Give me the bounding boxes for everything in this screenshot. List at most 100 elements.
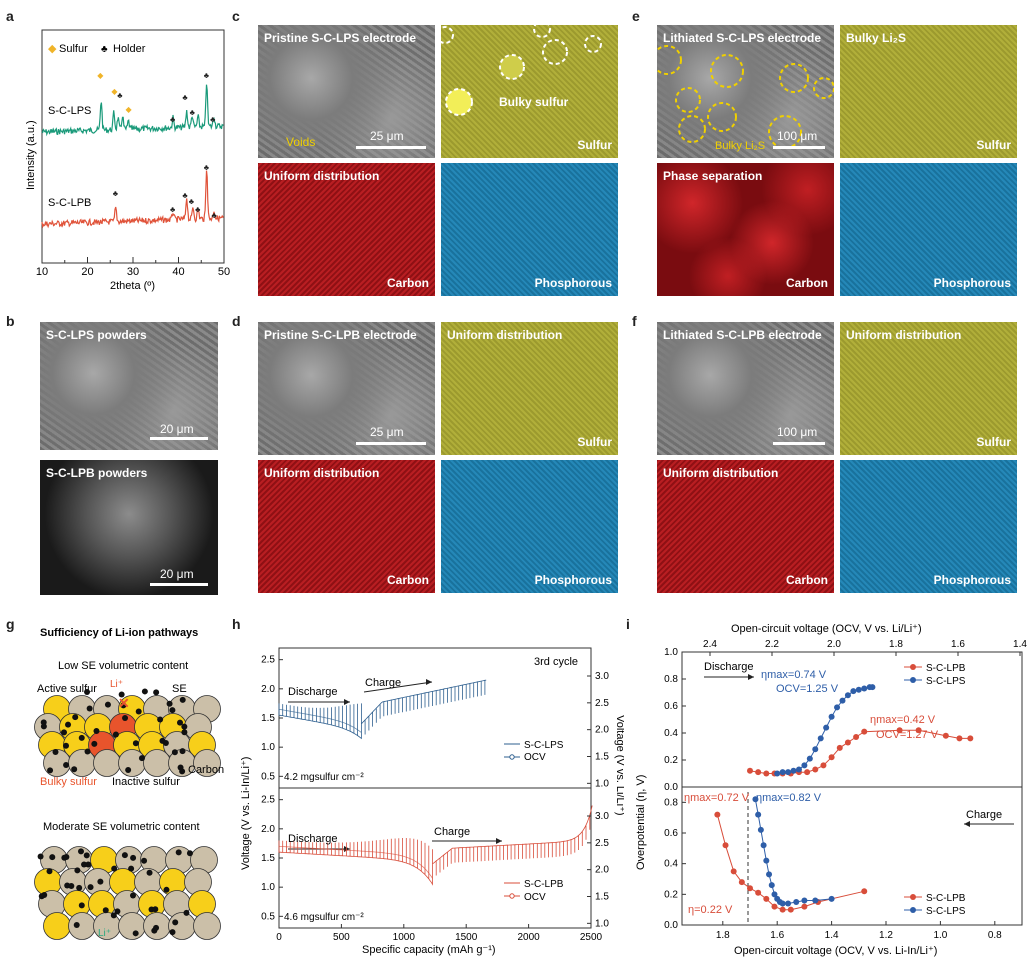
legend-sulfur: Sulfur xyxy=(59,43,88,55)
ann-lps-top1: ηmax=0.74 V xyxy=(761,669,827,681)
lps-charge-point xyxy=(757,826,764,833)
lps-charge-point xyxy=(771,891,778,898)
h-ytick-right-label: 2.5 xyxy=(595,698,609,709)
lps-charge-point xyxy=(793,899,800,905)
uniform-label: Uniform distribution xyxy=(264,169,380,183)
scale-text: 100 μm xyxy=(777,129,818,143)
lpb-discharge-point xyxy=(853,734,860,741)
eds-carbon-lps: Uniform distribution Carbon xyxy=(258,163,435,296)
carbon-dot xyxy=(129,892,136,899)
xrd-xtick: 20 xyxy=(81,266,93,278)
lps-discharge-point xyxy=(861,685,868,692)
h-ytick-right-label: 2.0 xyxy=(595,725,609,736)
map-label-sulfur: Sulfur xyxy=(577,138,612,152)
legend-marker-ocv xyxy=(509,893,515,899)
map-label-phosphorous: Phosphorous xyxy=(534,573,612,587)
carbon-dot xyxy=(153,924,160,931)
eds-sulfur-lithiated-lps: Bulky Li₂S Sulfur xyxy=(840,25,1017,158)
carbon-dot xyxy=(63,853,70,860)
top-loading-label: 4.2 mgsulfur cm⁻² xyxy=(284,772,364,783)
lpb-charge-point xyxy=(763,895,770,902)
sem-lithiated-lps: Lithiated S-C-LPS electrode Bulky Li₂S 1… xyxy=(657,25,834,158)
i-bottom-axis-label: Open-circuit voltage (OCV, V vs. Li-In/L… xyxy=(734,945,937,957)
h-ytick-label: 2.5 xyxy=(261,655,275,666)
h-ytick-right-label: 1.0 xyxy=(595,918,609,929)
lps-discharge-point xyxy=(844,692,851,699)
carbon-dot xyxy=(166,700,173,707)
carbon-dot xyxy=(77,848,84,855)
top-charge-label: Charge xyxy=(365,677,401,689)
lps-discharge-line xyxy=(777,686,873,774)
scale-text: 20 μm xyxy=(160,422,194,436)
sulfur-peak-marker: ◆ xyxy=(111,87,118,96)
map-label-sulfur: Sulfur xyxy=(577,435,612,449)
legend-holder: Holder xyxy=(113,43,146,55)
holder-peak-marker: ♣ xyxy=(204,71,210,80)
ocv-curve xyxy=(278,708,362,733)
carbon-dot xyxy=(111,865,118,872)
carbon-dot xyxy=(146,869,153,876)
h-xtick-label: 500 xyxy=(333,932,350,943)
eds-sulfur-lithiated-lpb: Uniform distribution Sulfur xyxy=(840,322,1017,455)
legend-lps-top: S-C-LPS xyxy=(926,676,966,687)
lpb-discharge-point xyxy=(747,767,753,774)
map-label-sulfur: Sulfur xyxy=(976,138,1011,152)
i-top-tick-label: 2.2 xyxy=(765,639,779,650)
h-ytick-right-label: 2.0 xyxy=(595,865,609,876)
holder-peak-marker: ♣ xyxy=(170,205,176,214)
carbon-dot xyxy=(63,761,70,768)
particle xyxy=(68,912,96,940)
carbon-dot xyxy=(40,723,47,730)
holder-peak-marker: ♣ xyxy=(204,163,210,172)
carbon-dot xyxy=(128,865,135,872)
lps-discharge-point xyxy=(801,762,808,769)
carbon-dot xyxy=(130,854,137,861)
cycle-label: 3rd cycle xyxy=(534,656,578,668)
lpb-charge-point xyxy=(714,811,721,818)
carbon-dot xyxy=(74,867,81,874)
bulky-li2s-label: Bulky Li₂S xyxy=(846,31,907,45)
ann-lpb-bot: ηmax=0.72 V xyxy=(684,792,750,804)
carbon-dot xyxy=(71,766,78,773)
i-top-tick-label: 1.8 xyxy=(889,639,903,650)
particle xyxy=(43,912,71,940)
panel-label-b: b xyxy=(6,313,15,329)
i-top-tick-label: 2.0 xyxy=(827,639,841,650)
arrowhead xyxy=(426,679,432,685)
voltage-curve-lps xyxy=(278,679,487,740)
panel-label-c: c xyxy=(232,8,240,24)
eds-carbon-lithiated-lpb: Uniform distribution Carbon xyxy=(657,460,834,593)
i-xtick-label: 1.4 xyxy=(825,930,839,941)
i-top-tick-label: 2.4 xyxy=(703,639,717,650)
panel-label-i: i xyxy=(626,616,630,632)
lpb-discharge-point xyxy=(755,769,762,776)
map-label-phosphorous: Phosphorous xyxy=(534,276,612,290)
moderate-se-heading: Moderate SE volumetric content xyxy=(43,821,200,833)
lpb-charge-point xyxy=(771,903,778,910)
h-xtick-label: 2500 xyxy=(580,932,603,943)
map-label-carbon: Carbon xyxy=(786,276,828,290)
carbon-dot xyxy=(114,908,121,915)
sem-label: S-C-LPB powders xyxy=(46,466,148,480)
particle xyxy=(193,749,221,777)
carbon-dot xyxy=(118,691,125,698)
lpb-discharge-point xyxy=(967,735,974,742)
h-xtick-label: 0 xyxy=(276,932,282,943)
bulky-sulfur-label: Bulky sulfur xyxy=(499,95,569,109)
lps-discharge-point xyxy=(795,766,802,773)
carbon-dot xyxy=(104,701,111,708)
scale-text: 100 μm xyxy=(777,425,818,439)
carbon-dot xyxy=(110,912,117,919)
lps-discharge-point xyxy=(779,769,786,776)
carbon-dot xyxy=(141,857,148,864)
legend-marker xyxy=(910,677,916,683)
lps-charge-line xyxy=(754,799,832,904)
voltage-profile-chart: 3rd cycle Discharge Charge 4.2 mgsulfur … xyxy=(240,647,624,956)
lpb-charge-point xyxy=(779,906,786,913)
carbon-dot xyxy=(78,902,85,909)
h-ytick-label: 0.5 xyxy=(261,771,275,782)
eds-carbon-lithiated-lps: Phase separation Carbon xyxy=(657,163,834,296)
i-xtick-label: 0.8 xyxy=(988,930,1002,941)
i-xtick-label: 1.0 xyxy=(933,930,947,941)
ann-lps-bot: ηmax=0.82 V xyxy=(756,792,822,804)
